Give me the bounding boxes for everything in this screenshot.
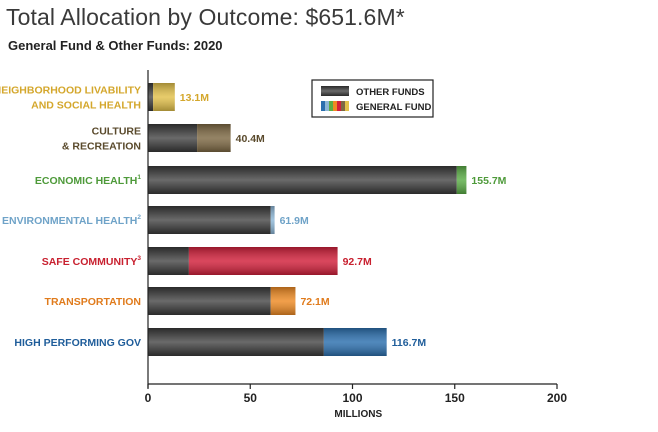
category-label: TRANSPORTATION — [45, 296, 141, 308]
bar-value-label: 155.7M — [471, 175, 506, 187]
legend-swatch-general-fund — [325, 101, 329, 111]
legend-label-general-fund: GENERAL FUND — [356, 102, 431, 113]
bar-value-label: 40.4M — [236, 133, 265, 145]
category-label: AND SOCIAL HEALTH — [31, 100, 141, 112]
legend-swatch-general-fund — [321, 101, 325, 111]
x-tick-label: 100 — [342, 391, 362, 405]
bar-other-funds — [148, 287, 271, 315]
category-label: CULTURE — [92, 126, 141, 138]
x-tick-label: 50 — [244, 391, 258, 405]
legend-swatch-general-fund — [345, 101, 349, 111]
bar-general-fund-shading — [197, 124, 231, 152]
legend-swatch-general-fund — [329, 101, 333, 111]
category-label: HIGH PERFORMING GOV — [14, 337, 141, 349]
bar-other-funds — [148, 124, 198, 152]
bar-general-fund-shading — [153, 83, 175, 111]
bar-value-label: 116.7M — [392, 337, 427, 349]
x-axis-label: MILLIONS — [334, 409, 382, 420]
bar-other-funds — [148, 166, 457, 194]
x-tick-label: 0 — [145, 391, 152, 405]
x-tick-label: 150 — [445, 391, 465, 405]
bar-value-label: 13.1M — [180, 92, 209, 104]
bar-value-label: 92.7M — [343, 256, 372, 268]
bar-other-funds — [148, 247, 189, 275]
category-label: & RECREATION — [62, 141, 141, 153]
bar-value-label: 61.9M — [280, 215, 309, 227]
footnote-marker: 1 — [137, 174, 141, 181]
category-label: SAFE COMMUNITY3 — [42, 255, 142, 268]
chart-title: Total Allocation by Outcome: $651.6M* — [6, 4, 405, 30]
bar-general-fund-shading — [270, 287, 296, 315]
bar-value-label: 72.1M — [300, 296, 329, 308]
category-label: ECONOMIC HEALTH1 — [35, 174, 141, 187]
footnote-marker: 2 — [137, 214, 141, 221]
bar-other-funds — [148, 328, 324, 356]
category-label: ENVIRONMENTAL HEALTH2 — [2, 214, 141, 227]
legend-swatch-general-fund — [341, 101, 345, 111]
chart-subtitle: General Fund & Other Funds: 2020 — [8, 38, 223, 53]
bar-other-funds — [148, 206, 271, 234]
legend-swatch-general-fund — [333, 101, 337, 111]
bar-general-fund-shading — [323, 328, 387, 356]
bar-general-fund-shading — [456, 166, 467, 194]
bar-general-fund-shading — [188, 247, 338, 275]
legend-label-other-funds: OTHER FUNDS — [356, 87, 425, 98]
footnote-marker: 3 — [137, 255, 141, 262]
bar-other-funds — [148, 83, 154, 111]
category-label: NEIGHBORHOOD LIVABILITY — [0, 85, 141, 97]
legend-swatch-general-fund — [337, 101, 341, 111]
x-tick-label: 200 — [547, 391, 567, 405]
bar-general-fund-shading — [270, 206, 275, 234]
legend-swatch-other-funds — [321, 86, 349, 96]
